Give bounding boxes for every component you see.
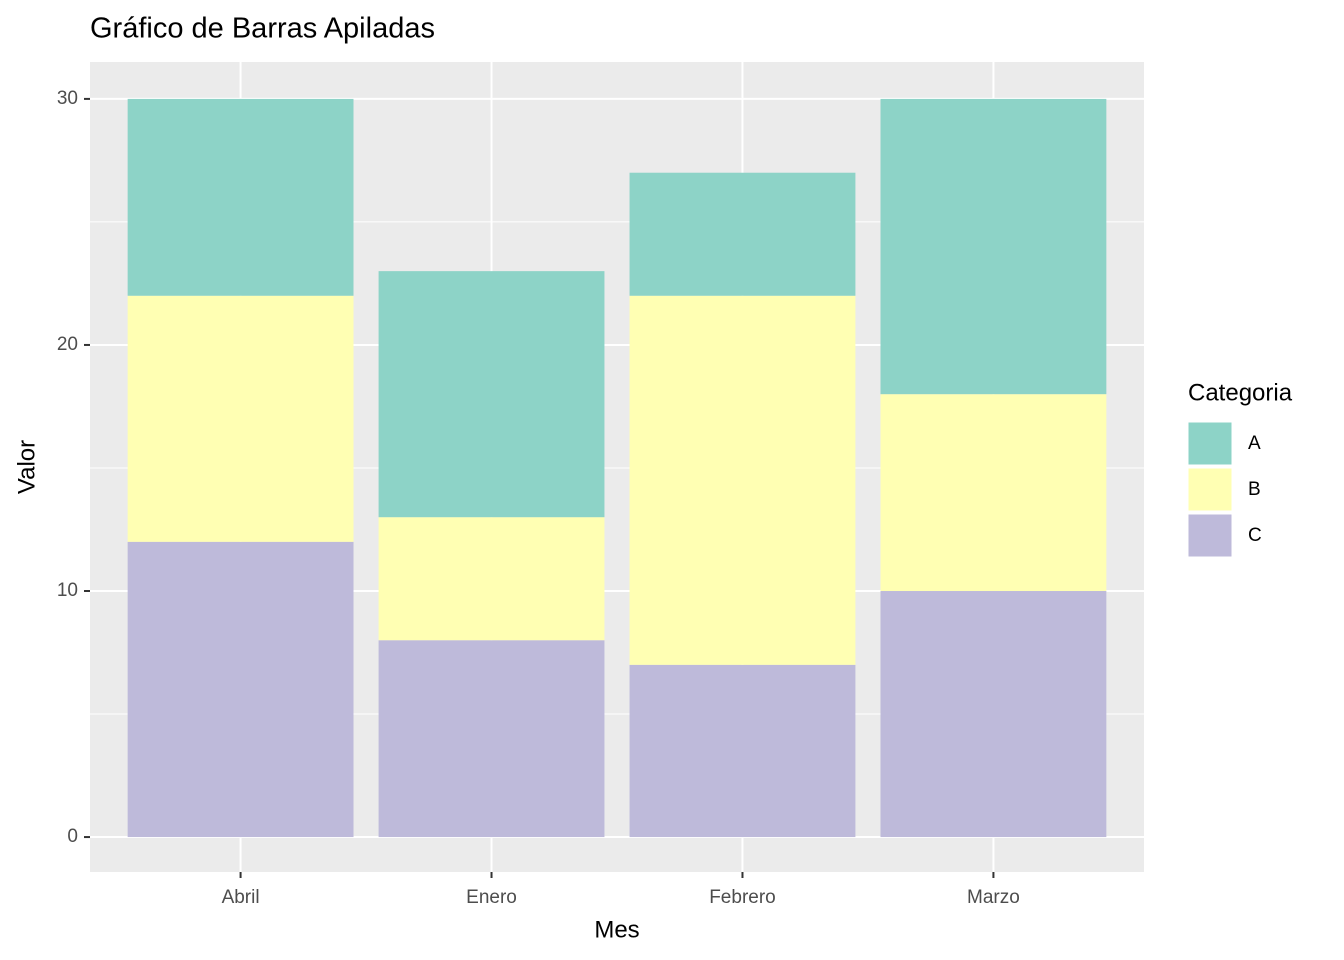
chart-title: Gráfico de Barras Apiladas (90, 13, 435, 45)
bar-segment (127, 98, 354, 296)
y-tick-label: 30 (57, 88, 78, 109)
bar-segment (127, 541, 354, 838)
bar-segment (629, 295, 856, 665)
legend-title: Categoria (1188, 379, 1293, 406)
legend-key (1187, 421, 1233, 466)
x-tick-label: Enero (466, 887, 517, 908)
bar-segment (378, 271, 605, 518)
bar-segment (880, 591, 1107, 838)
legend-key (1187, 467, 1233, 512)
bar-segment (880, 394, 1107, 592)
bar-segment (378, 640, 605, 838)
bar-segment (880, 98, 1107, 395)
x-axis-label: Mes (594, 916, 639, 943)
legend-label: B (1248, 479, 1261, 500)
y-tick-label: 20 (57, 334, 78, 355)
x-tick-label: Abril (222, 887, 260, 908)
y-tick-label: 10 (57, 580, 78, 601)
y-tick-label: 0 (67, 826, 78, 847)
legend-key (1187, 513, 1233, 558)
bar-segment (378, 517, 605, 641)
bar-segment (629, 664, 856, 838)
legend-label: A (1248, 433, 1261, 454)
legend-label: C (1248, 525, 1262, 546)
x-tick-label: Febrero (709, 887, 776, 908)
x-tick-label: Marzo (967, 887, 1020, 908)
bar-segment (629, 172, 856, 296)
y-axis-label: Valor (13, 440, 40, 494)
bar-segment (127, 295, 354, 542)
